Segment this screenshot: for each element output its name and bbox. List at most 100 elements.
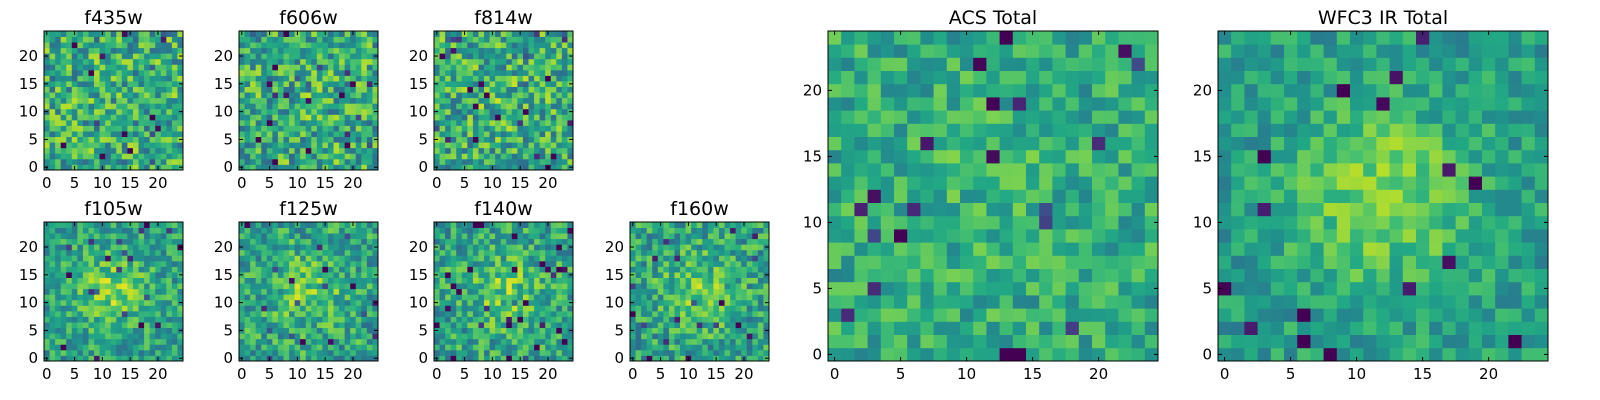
heatmap-cell — [66, 299, 73, 306]
heatmap-cell — [450, 147, 457, 154]
heatmap-cell — [484, 255, 490, 262]
heatmap-cell — [946, 334, 961, 349]
heatmap-cell — [467, 58, 474, 65]
heatmap-cell — [718, 305, 725, 312]
heatmap-cell — [907, 268, 921, 283]
heatmap-cell — [166, 322, 173, 329]
heatmap-cell — [730, 249, 737, 256]
heatmap-cell — [361, 86, 368, 93]
heatmap-cell — [177, 227, 184, 234]
heatmap-cell — [244, 103, 251, 110]
heatmap-cell — [696, 355, 703, 362]
heatmap-cell — [322, 244, 329, 251]
heatmap-cell — [450, 142, 457, 149]
heatmap-cell — [99, 260, 106, 267]
heatmap-cell — [550, 349, 557, 356]
heatmap-cell — [696, 238, 703, 245]
heatmap-cell — [467, 288, 474, 295]
heatmap-cell — [339, 294, 346, 301]
heatmap-cell — [657, 305, 664, 312]
heatmap-cell — [522, 64, 529, 71]
heatmap-cell — [663, 305, 670, 312]
heatmap-cell — [355, 316, 362, 323]
heatmap-cell — [517, 244, 524, 251]
heatmap-cell — [663, 233, 670, 240]
heatmap-cell — [489, 316, 496, 323]
heatmap-cell — [289, 338, 295, 345]
heatmap-cell — [60, 222, 67, 228]
heatmap-cell — [60, 136, 67, 143]
heatmap-cell — [567, 266, 574, 273]
heatmap-cell — [960, 334, 974, 349]
heatmap-cell — [300, 277, 307, 284]
heatmap-cell — [283, 125, 290, 132]
heatmap-cell — [110, 47, 117, 54]
heatmap-cell — [272, 244, 279, 251]
heatmap-cell — [880, 321, 895, 335]
heatmap-cell — [311, 147, 318, 154]
heatmap-cell — [289, 233, 295, 240]
heatmap-cell — [60, 344, 67, 351]
heatmap-cell — [361, 283, 368, 290]
heatmap-cell — [99, 238, 106, 245]
heatmap-cell — [528, 81, 535, 87]
heatmap-cell — [746, 249, 753, 256]
heatmap-cell — [166, 244, 173, 251]
heatmap-cell — [333, 277, 340, 284]
heatmap-cell — [461, 244, 468, 251]
heatmap-cell — [361, 255, 368, 262]
heatmap-cell — [361, 333, 368, 340]
heatmap-cell — [289, 333, 295, 340]
heatmap-cell — [266, 47, 273, 54]
heatmap-cell — [94, 125, 100, 132]
heatmap-cell — [44, 294, 50, 301]
heatmap-cell — [88, 53, 95, 60]
heatmap-cell — [372, 283, 379, 290]
heatmap-cell — [94, 349, 100, 356]
heatmap-cell — [567, 288, 574, 295]
heatmap-cell — [283, 75, 290, 82]
heatmap-cell — [322, 310, 329, 317]
heatmap-cell — [344, 266, 351, 273]
heatmap-cell — [316, 136, 323, 143]
heatmap-cell — [500, 75, 507, 82]
heatmap-cell — [149, 327, 156, 334]
heatmap-cell — [55, 266, 62, 273]
y-tick-label: 10 — [19, 294, 38, 312]
heatmap-cell — [960, 295, 974, 309]
heatmap-cell — [511, 277, 518, 284]
heatmap-cell — [685, 255, 692, 262]
heatmap-cell — [177, 238, 184, 245]
heatmap-cell — [166, 310, 173, 317]
heatmap-cell — [305, 238, 312, 245]
heatmap-cell — [511, 227, 518, 234]
heatmap-cell — [517, 53, 524, 60]
heatmap-cell — [300, 92, 307, 99]
heatmap-cell — [300, 333, 307, 340]
heatmap-cell — [77, 344, 84, 351]
heatmap-cell — [77, 305, 84, 312]
heatmap-cell — [350, 333, 357, 340]
heatmap-cell — [177, 260, 184, 267]
heatmap-cell — [735, 283, 742, 290]
heatmap-cell — [144, 344, 151, 351]
heatmap-cell — [255, 114, 262, 121]
heatmap-cell — [534, 119, 541, 126]
heatmap-cell — [116, 249, 123, 256]
heatmap-cell — [60, 333, 67, 340]
heatmap-cell — [344, 333, 351, 340]
heatmap-cell — [550, 277, 557, 284]
heatmap-cell — [361, 272, 368, 278]
heatmap-cell — [522, 338, 529, 345]
heatmap-cell — [44, 75, 50, 82]
heatmap-cell — [730, 255, 737, 262]
heatmap-cell — [82, 97, 89, 104]
heatmap-cell — [707, 266, 714, 273]
heatmap-cell — [445, 294, 452, 301]
heatmap-cell — [71, 322, 78, 329]
heatmap-cell — [495, 255, 502, 262]
heatmap-cell — [841, 202, 855, 217]
heatmap-cell — [741, 316, 748, 323]
heatmap-cell — [277, 36, 284, 43]
heatmap-cell — [44, 158, 50, 165]
